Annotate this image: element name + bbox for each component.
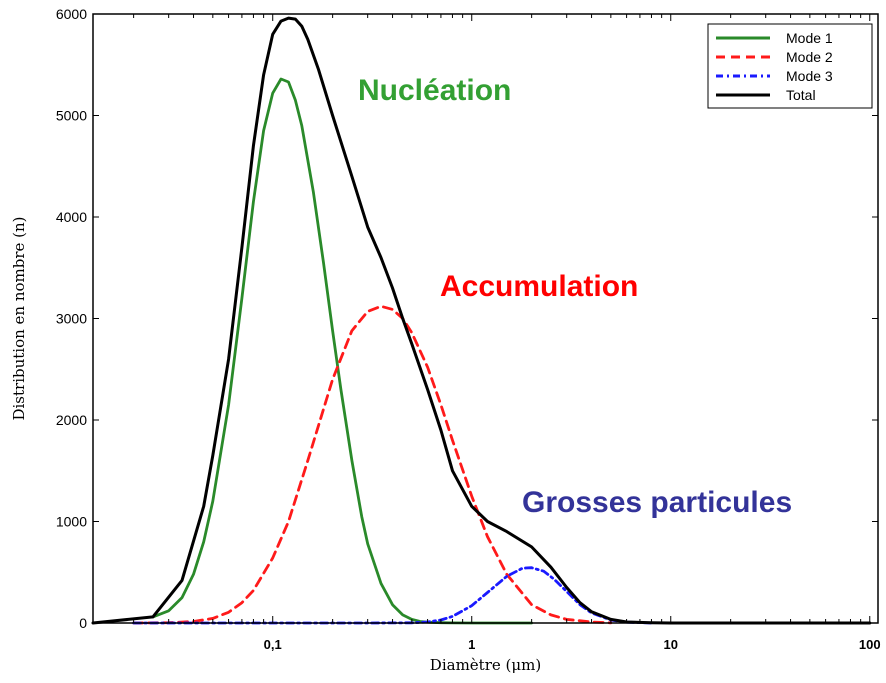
x-tick-label: 100	[859, 637, 881, 652]
y-tick-label: 2000	[56, 412, 87, 428]
y-tick-label: 1000	[56, 514, 87, 530]
series-line-total	[91, 16, 872, 625]
annotation-nucleation: Nucléation	[358, 74, 511, 107]
annotations: Nucléation Accumulation Grosses particul…	[358, 74, 792, 519]
series-lines	[91, 16, 872, 625]
y-axis-label: Distribution en nombre (n)	[10, 216, 28, 420]
legend: Mode 1 Mode 2 Mode 3 Total	[707, 23, 873, 109]
annotation-grosses-particules: Grosses particules	[522, 486, 792, 519]
x-tick-label: 10	[664, 637, 678, 652]
legend-label-mode-2: Mode 2	[786, 49, 833, 65]
y-tick-label: 5000	[56, 108, 87, 124]
x-axis-label: Diamètre (μm)	[430, 656, 541, 674]
annotation-accumulation: Accumulation	[440, 270, 638, 303]
series-line-mode-2	[132, 304, 613, 625]
legend-label-mode-1: Mode 1	[786, 30, 833, 46]
y-tick-label: 6000	[56, 6, 87, 22]
legend-label-total: Total	[786, 87, 816, 103]
series-line-mode-1	[151, 77, 533, 625]
y-tick-label: 4000	[56, 209, 87, 225]
x-ticks: 0,1 1 10 100	[133, 14, 881, 652]
y-ticks: 0 1000 2000 3000 4000 5000 6000	[56, 6, 878, 631]
legend-label-mode-3: Mode 3	[786, 68, 833, 84]
y-tick-label: 0	[79, 615, 87, 631]
y-tick-label: 3000	[56, 311, 87, 327]
x-tick-label: 0,1	[264, 637, 282, 652]
x-tick-label: 1	[468, 637, 475, 652]
